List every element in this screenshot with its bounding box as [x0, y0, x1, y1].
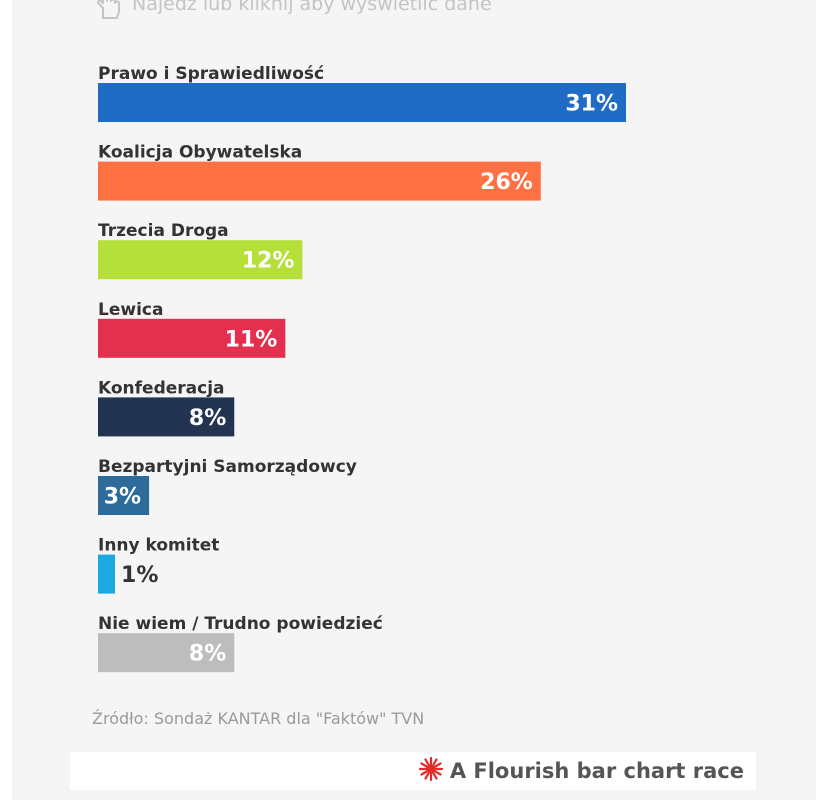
bar-value-trzecia-droga: 12%: [242, 249, 295, 274]
flourish-logo-icon: [418, 756, 444, 787]
bar-label-koalicja-obywatelska: Koalicja Obywatelska: [98, 143, 302, 163]
bar-label-konfederacja: Konfederacja: [98, 378, 225, 398]
hover-hint: Najedź lub kliknij aby wyświetlić dane: [92, 0, 492, 20]
source-note: Źródło: Sondaż KANTAR dla "Faktów" TVN: [92, 709, 425, 728]
hand-pointer-icon: [92, 0, 122, 20]
bar-label-inny-komitet: Inny komitet: [98, 536, 219, 556]
bar-inny-komitet[interactable]: [98, 554, 116, 594]
bar-prawo-i-sprawiedliwosc[interactable]: [98, 83, 626, 122]
bar-lewica[interactable]: [98, 318, 286, 358]
bar-value-nie-wiem-trudno-powiedziec: 8%: [189, 642, 226, 667]
bar-label-nie-wiem-trudno-powiedziec: Nie wiem / Trudno powiedzieć: [98, 614, 383, 634]
bar-chart: Prawo i Sprawiedliwość 31% Koalicja Obywat…: [98, 64, 626, 673]
bar-label-prawo-i-sprawiedliwosc: Prawo i Sprawiedliwość: [98, 64, 324, 84]
bar-nie-wiem-trudno-powiedziec[interactable]: [98, 633, 235, 673]
bar-value-bezpartyjni-samorzadowcy: 3%: [104, 485, 141, 510]
flourish-credit-text: A Flourish bar chart race: [449, 759, 744, 783]
hint-text: Najedź lub kliknij aby wyświetlić dane: [132, 0, 492, 15]
bar-label-lewica: Lewica: [98, 300, 163, 320]
bar-label-trzecia-droga: Trzecia Droga: [98, 221, 229, 241]
bar-trzecia-droga[interactable]: [98, 240, 303, 280]
bar-label-bezpartyjni-samorzadowcy: Bezpartyjni Samorządowcy: [98, 457, 357, 477]
bar-value-prawo-i-sprawiedliwosc: 31%: [565, 92, 618, 117]
bar-value-inny-komitet: 1%: [121, 563, 158, 588]
flourish-footer: A Flourish bar chart race: [70, 752, 756, 790]
bar-value-koalicja-obywatelska: 26%: [480, 170, 533, 195]
bar-konfederacja[interactable]: [98, 397, 235, 437]
bar-bezpartyjni-samorzadowcy[interactable]: [98, 476, 150, 515]
bar-value-lewica: 11%: [225, 327, 278, 352]
flourish-credit[interactable]: A Flourish bar chart race: [418, 752, 744, 790]
bar-koalicja-obywatelska[interactable]: [98, 161, 541, 201]
bar-value-konfederacja: 8%: [189, 406, 226, 431]
